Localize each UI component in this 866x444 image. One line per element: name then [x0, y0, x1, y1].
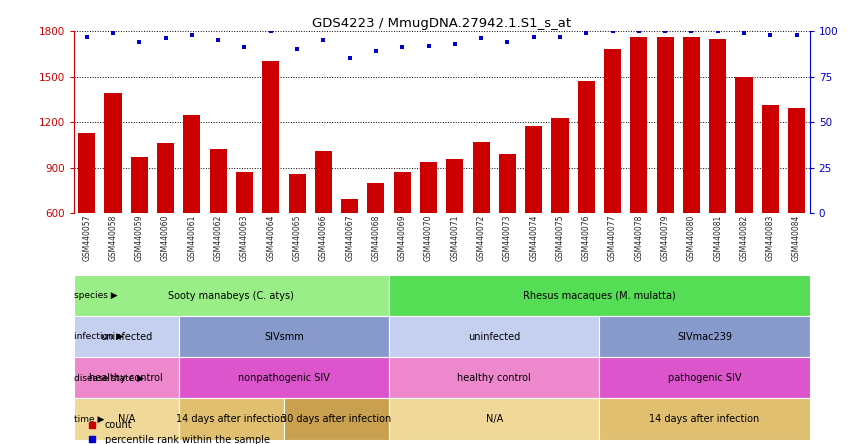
- Bar: [74, 399, 178, 440]
- Text: healthy control: healthy control: [457, 373, 531, 383]
- Bar: [262, 61, 280, 213]
- Text: 14 days after infection: 14 days after infection: [650, 414, 759, 424]
- Bar: [599, 357, 810, 399]
- Bar: [604, 49, 621, 213]
- Bar: [74, 316, 810, 357]
- Bar: [105, 93, 121, 213]
- Point: [553, 33, 567, 40]
- Text: Sooty manabeys (C. atys): Sooty manabeys (C. atys): [168, 291, 294, 301]
- Point: [475, 35, 488, 42]
- Bar: [389, 399, 599, 440]
- Point: [527, 33, 540, 40]
- Bar: [210, 150, 227, 213]
- Point: [763, 31, 777, 38]
- Text: healthy control: healthy control: [89, 373, 163, 383]
- Point: [605, 28, 619, 35]
- Text: disease state ▶: disease state ▶: [74, 373, 144, 382]
- Bar: [74, 399, 810, 440]
- Bar: [178, 316, 389, 357]
- Bar: [178, 399, 284, 440]
- Bar: [656, 37, 674, 213]
- Bar: [78, 133, 95, 213]
- Bar: [315, 151, 332, 213]
- Text: uninfected: uninfected: [100, 332, 152, 342]
- Bar: [473, 142, 489, 213]
- Text: Rhesus macaques (M. mulatta): Rhesus macaques (M. mulatta): [523, 291, 675, 301]
- Point: [422, 42, 436, 49]
- Bar: [178, 357, 389, 399]
- Point: [343, 55, 357, 62]
- Point: [790, 31, 804, 38]
- Bar: [709, 39, 727, 213]
- Bar: [389, 275, 810, 316]
- Text: SIVsmm: SIVsmm: [264, 332, 304, 342]
- Bar: [284, 399, 389, 440]
- Bar: [446, 159, 463, 213]
- Point: [80, 33, 94, 40]
- Bar: [74, 316, 178, 357]
- Bar: [184, 115, 200, 213]
- Point: [448, 40, 462, 48]
- Point: [579, 29, 593, 36]
- Text: 14 days after infection: 14 days after infection: [176, 414, 287, 424]
- Bar: [499, 154, 516, 213]
- Point: [316, 37, 330, 44]
- Bar: [599, 316, 810, 357]
- Text: time ▶: time ▶: [74, 415, 105, 424]
- Bar: [74, 357, 810, 399]
- Bar: [683, 37, 700, 213]
- Point: [395, 44, 409, 51]
- Bar: [420, 162, 437, 213]
- Bar: [389, 357, 599, 399]
- Bar: [788, 108, 805, 213]
- Point: [132, 39, 146, 46]
- Point: [737, 29, 751, 36]
- Text: nonpathogenic SIV: nonpathogenic SIV: [238, 373, 330, 383]
- Point: [211, 37, 225, 44]
- Bar: [74, 357, 178, 399]
- Text: species ▶: species ▶: [74, 291, 118, 300]
- Point: [185, 31, 199, 38]
- Point: [369, 48, 383, 55]
- Title: GDS4223 / MmugDNA.27942.1.S1_s_at: GDS4223 / MmugDNA.27942.1.S1_s_at: [312, 17, 572, 30]
- Text: pathogenic SIV: pathogenic SIV: [668, 373, 741, 383]
- Bar: [74, 275, 389, 316]
- Point: [501, 39, 514, 46]
- Bar: [389, 316, 599, 357]
- Point: [684, 28, 698, 35]
- Point: [658, 28, 672, 35]
- Bar: [735, 77, 753, 213]
- Bar: [525, 126, 542, 213]
- Point: [237, 44, 251, 51]
- Bar: [578, 81, 595, 213]
- Text: SIVmac239: SIVmac239: [677, 332, 732, 342]
- Text: 30 days after infection: 30 days after infection: [281, 414, 391, 424]
- Bar: [236, 172, 253, 213]
- Bar: [74, 275, 810, 316]
- Bar: [367, 183, 385, 213]
- Bar: [394, 172, 410, 213]
- Bar: [157, 143, 174, 213]
- Point: [632, 28, 646, 35]
- Bar: [762, 105, 779, 213]
- Text: infection ▶: infection ▶: [74, 333, 124, 341]
- Bar: [288, 174, 306, 213]
- Bar: [552, 118, 568, 213]
- Point: [264, 28, 278, 35]
- Bar: [341, 199, 359, 213]
- Text: N/A: N/A: [118, 414, 135, 424]
- Legend: count, percentile rank within the sample: count, percentile rank within the sample: [87, 420, 269, 444]
- Bar: [131, 157, 148, 213]
- Point: [158, 35, 172, 42]
- Point: [290, 46, 304, 53]
- Bar: [599, 399, 810, 440]
- Point: [711, 28, 725, 35]
- Text: N/A: N/A: [486, 414, 503, 424]
- Point: [107, 29, 120, 36]
- Text: uninfected: uninfected: [469, 332, 520, 342]
- Bar: [630, 37, 648, 213]
